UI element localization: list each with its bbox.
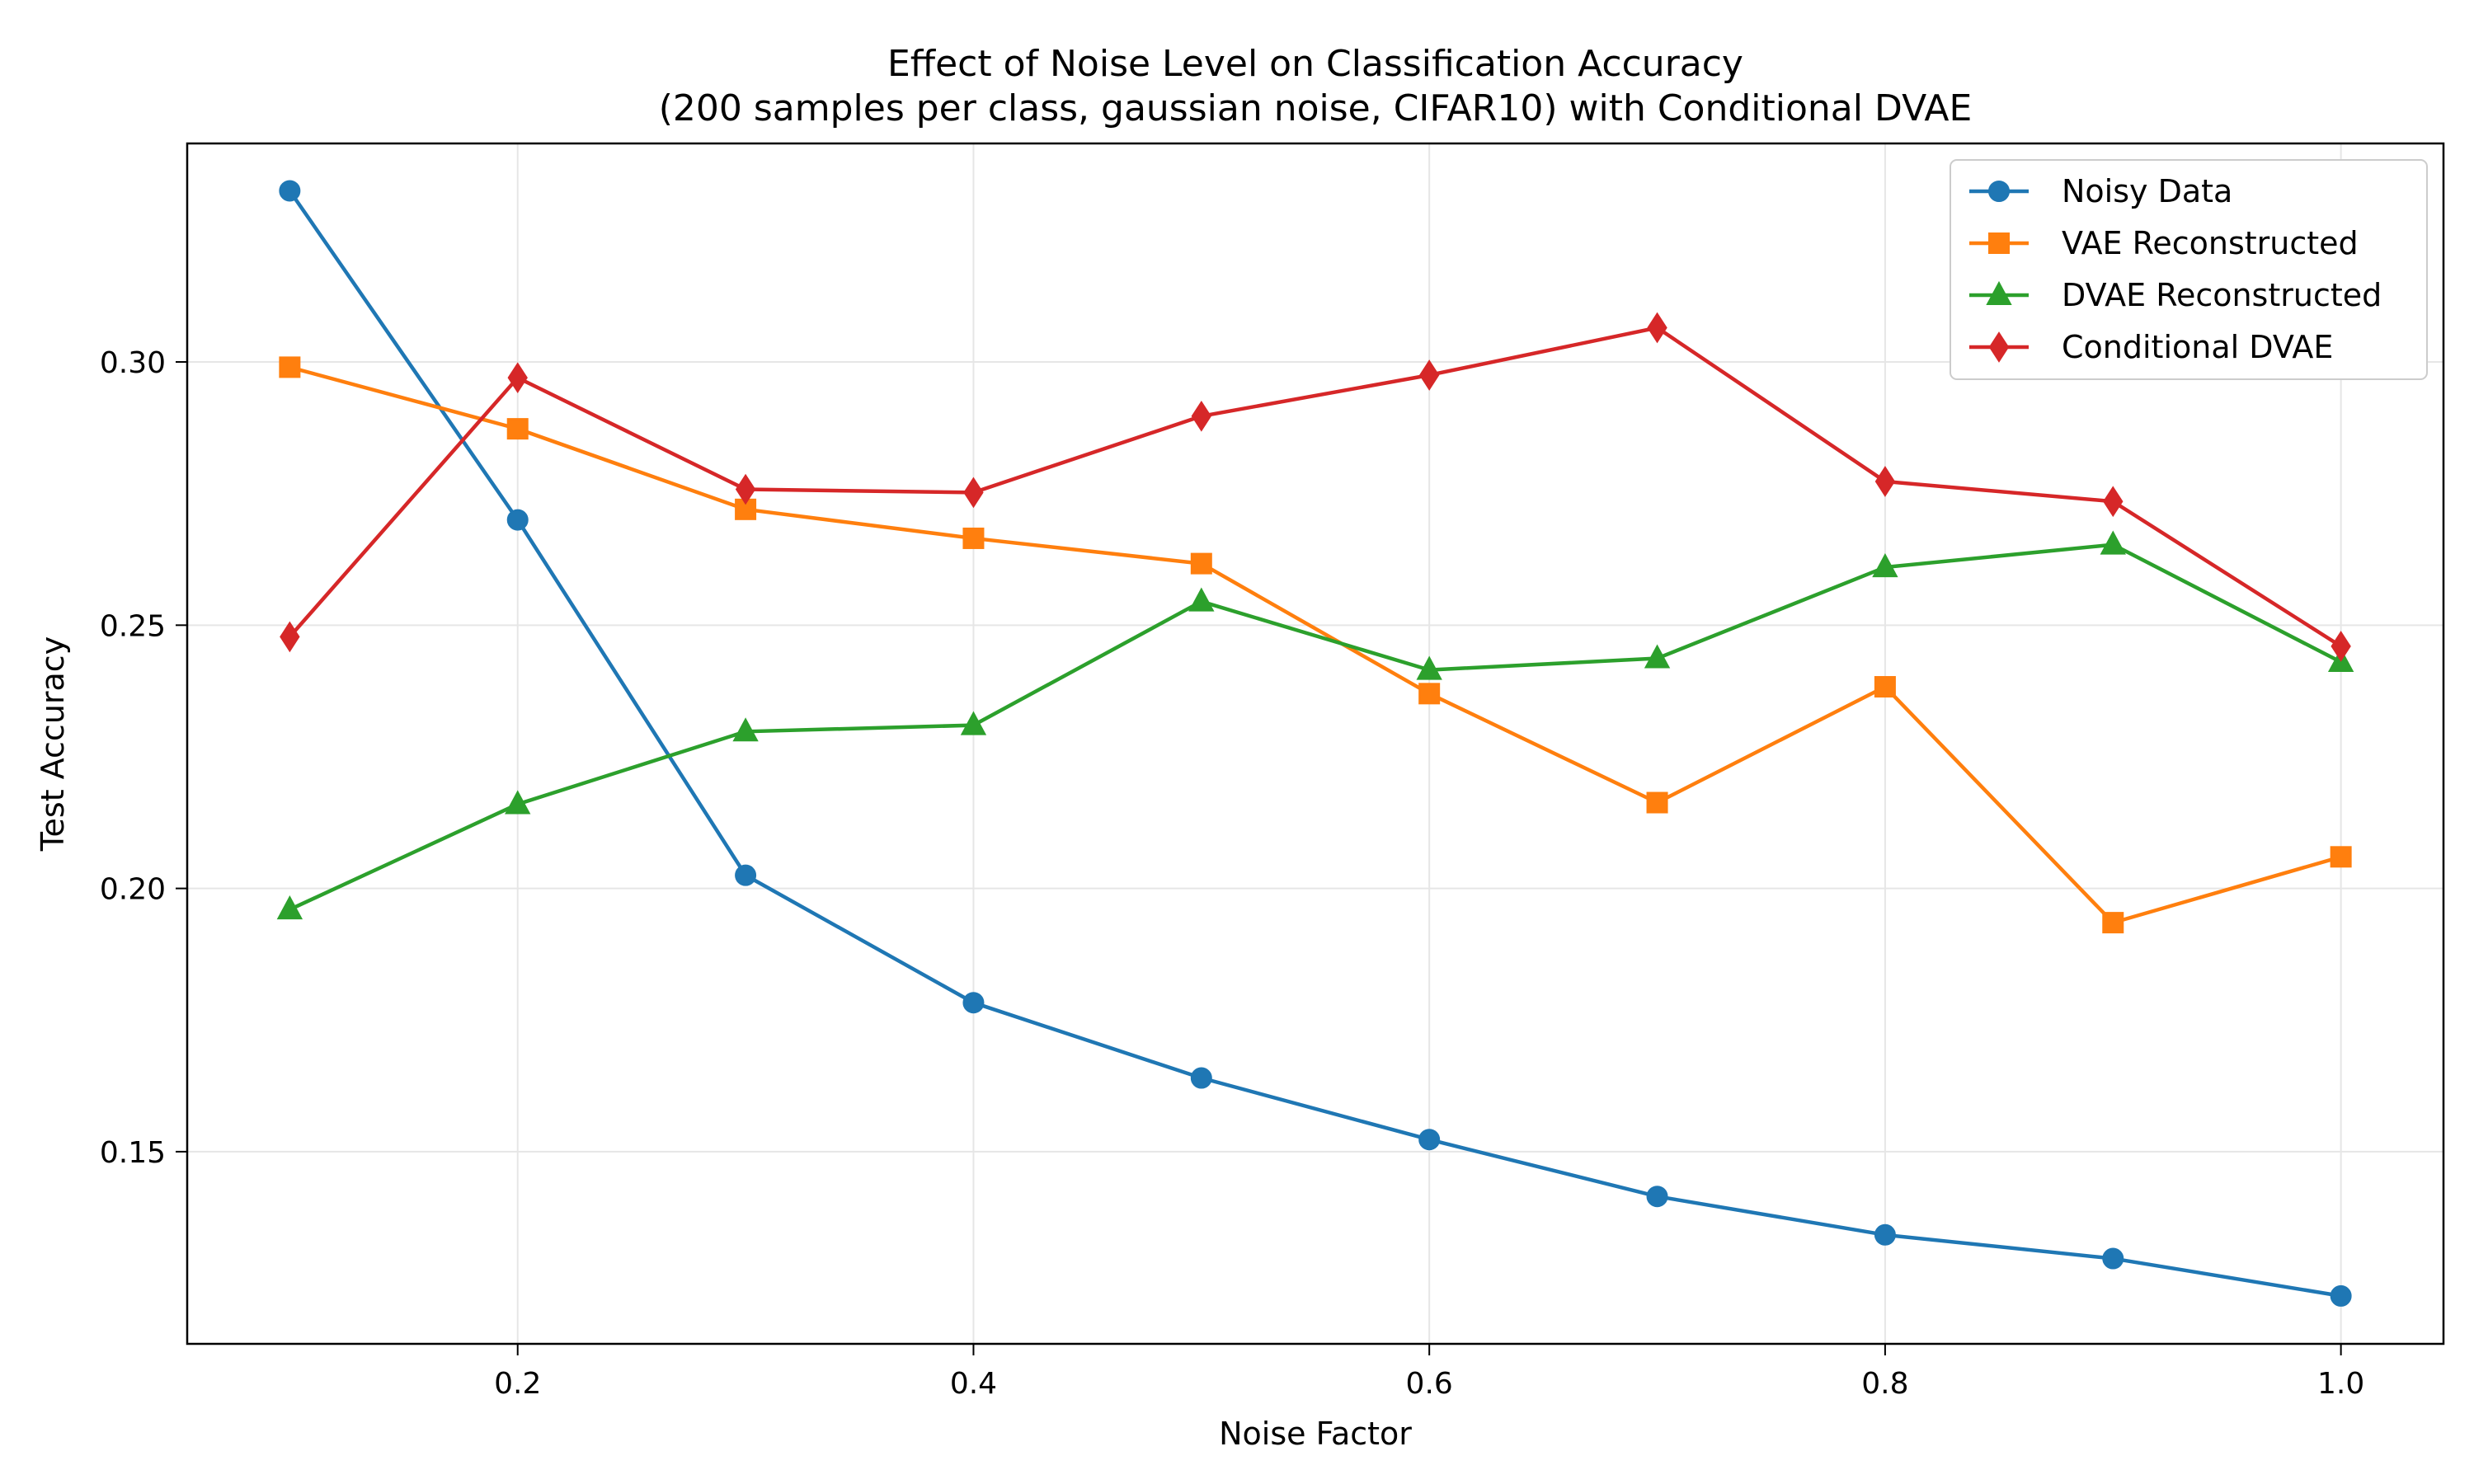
data-point-vae-reconstructed — [1646, 791, 1668, 814]
chart-title-line-1: Effect of Noise Level on Classification … — [887, 43, 1743, 85]
legend-label-vae-reconstructed: VAE Reconstructed — [2062, 225, 2359, 261]
legend-label-noisy-data: Noisy Data — [2062, 173, 2232, 209]
data-point-conditional-dvae — [2103, 486, 2124, 518]
data-point-vae-reconstructed — [279, 356, 301, 378]
legend-entry-conditional-dvae: Conditional DVAE — [1969, 329, 2333, 365]
series-conditional-dvae — [280, 312, 2351, 662]
series-noisy-data — [279, 180, 2352, 1307]
legend-marker-conditional-dvae — [1988, 331, 2010, 363]
data-series — [276, 180, 2354, 1307]
data-point-noisy-data — [1646, 1186, 1668, 1208]
series-vae-reconstructed — [279, 356, 2352, 934]
data-point-dvae-reconstructed — [505, 790, 531, 815]
data-point-noisy-data — [506, 509, 529, 531]
legend-entry-noisy-data: Noisy Data — [1969, 173, 2232, 209]
plot-area-frame — [186, 142, 2445, 1345]
data-point-vae-reconstructed — [1190, 552, 1212, 575]
legend-marker-dvae-reconstructed — [1986, 280, 2012, 305]
series-dvae-reconstructed — [276, 530, 2354, 920]
data-point-noisy-data — [1418, 1129, 1441, 1151]
data-point-noisy-data — [2102, 1247, 2124, 1270]
x-tick-label: 0.6 — [1406, 1367, 1453, 1401]
data-point-dvae-reconstructed — [276, 895, 303, 920]
x-tick-label: 1.0 — [2317, 1367, 2364, 1401]
data-point-dvae-reconstructed — [1644, 644, 1671, 669]
data-point-vae-reconstructed — [2330, 846, 2352, 868]
x-tick-label: 0.4 — [950, 1367, 997, 1401]
data-point-vae-reconstructed — [506, 418, 529, 440]
legend-box — [1950, 159, 2428, 380]
data-point-conditional-dvae — [1191, 400, 1212, 432]
legend-marker-vae-reconstructed — [1988, 232, 2010, 254]
data-point-conditional-dvae — [1647, 312, 1667, 344]
data-point-dvae-reconstructed — [1872, 552, 1898, 578]
data-point-vae-reconstructed — [1418, 683, 1441, 705]
data-point-dvae-reconstructed — [1188, 587, 1215, 612]
legend: Noisy Data VAE Reconstructed DVAE Reconstr… — [1950, 159, 2428, 380]
legend-entry-dvae-reconstructed: DVAE Reconstructed — [1969, 277, 2382, 313]
legend-label-conditional-dvae: Conditional DVAE — [2062, 329, 2333, 365]
series-line-noisy-data — [288, 190, 2342, 1298]
data-point-conditional-dvae — [2331, 631, 2351, 662]
data-point-dvae-reconstructed — [960, 711, 987, 735]
data-point-dvae-reconstructed — [1416, 655, 1442, 680]
legend-label-dvae-reconstructed: DVAE Reconstructed — [2062, 277, 2382, 313]
data-point-noisy-data — [2330, 1284, 2352, 1307]
y-tick-label: 0.30 — [100, 346, 166, 380]
data-point-conditional-dvae — [963, 477, 984, 509]
axis-ticks: 0.2 0.4 0.6 0.8 1.0 0.15 0.20 0.25 0.30 — [100, 346, 2364, 1401]
data-point-conditional-dvae — [1418, 359, 1440, 391]
data-point-noisy-data — [1190, 1067, 1212, 1089]
y-tick-label: 0.15 — [100, 1136, 166, 1170]
data-point-noisy-data — [1874, 1223, 1896, 1246]
legend-marker-noisy-data — [1988, 181, 2010, 202]
data-point-dvae-reconstructed — [2100, 530, 2126, 555]
data-point-conditional-dvae — [507, 362, 528, 394]
data-point-vae-reconstructed — [962, 527, 985, 549]
data-point-dvae-reconstructed — [732, 717, 759, 742]
data-point-vae-reconstructed — [2102, 912, 2124, 934]
x-tick-label: 0.2 — [494, 1367, 541, 1401]
chart-title-line-2: (200 samples per class, gaussian noise, … — [659, 87, 1973, 129]
data-point-noisy-data — [962, 992, 985, 1014]
y-tick-label: 0.25 — [100, 609, 166, 643]
data-point-noisy-data — [735, 864, 757, 886]
data-point-noisy-data — [279, 180, 301, 202]
x-tick-label: 0.8 — [1861, 1367, 1908, 1401]
legend-entries: Noisy Data VAE Reconstructed DVAE Reconstr… — [1969, 173, 2382, 365]
y-axis-label: Test Accuracy — [35, 636, 71, 852]
series-line-dvae-reconstructed — [289, 542, 2342, 912]
x-axis-label: Noise Factor — [1219, 1416, 1412, 1452]
data-point-vae-reconstructed — [1874, 676, 1896, 698]
data-point-conditional-dvae — [1874, 466, 1896, 497]
series-line-conditional-dvae — [288, 326, 2342, 648]
legend-entry-vae-reconstructed: VAE Reconstructed — [1969, 225, 2359, 261]
data-point-conditional-dvae — [735, 473, 756, 505]
series-line-vae-reconstructed — [289, 365, 2342, 925]
y-tick-label: 0.20 — [100, 873, 166, 907]
data-point-conditional-dvae — [280, 621, 300, 653]
